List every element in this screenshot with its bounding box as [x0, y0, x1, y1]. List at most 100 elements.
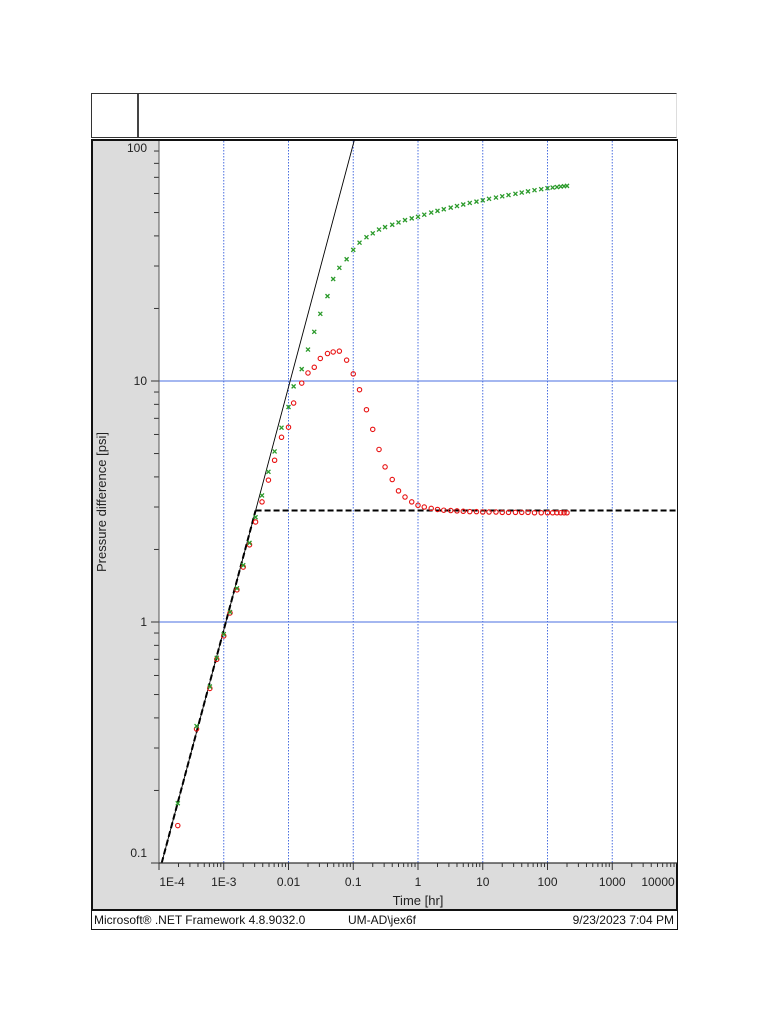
derivative-point: [538, 186, 544, 192]
derivative-point: [396, 219, 401, 225]
derivative-point: [474, 199, 479, 205]
pressure-point: [252, 519, 259, 525]
pressure-point: [454, 508, 460, 514]
derivative-point: [336, 265, 342, 271]
derivative-point: [259, 493, 265, 498]
derivative-point: [370, 230, 376, 236]
pressure-point: [395, 488, 402, 494]
derivative-point: [428, 210, 434, 216]
x-tick-label: 100: [537, 875, 557, 889]
pressure-point: [505, 509, 512, 516]
pressure-point: [428, 505, 434, 512]
pressure-point: [402, 494, 408, 500]
pressure-point: [369, 426, 376, 433]
y-tick-label: 0.1: [130, 846, 147, 860]
derivative-point: [325, 293, 330, 299]
derivative-point: [389, 222, 395, 228]
derivative-point: [305, 347, 311, 353]
pressure-point: [447, 507, 454, 514]
pressure-point: [473, 508, 480, 515]
pressure-point: [259, 499, 265, 505]
derivative-point: [317, 311, 323, 317]
derivative-point: [564, 183, 570, 189]
pressure-point: [564, 510, 570, 516]
derivative-series: [175, 183, 570, 806]
derivative-point: [454, 203, 460, 209]
derivative-point: [175, 800, 181, 806]
report-header: [91, 93, 677, 138]
x-tick-label: 10: [476, 875, 490, 889]
derivative-point: [409, 215, 415, 221]
derivative-point: [441, 206, 447, 212]
y-tick-label: 1: [140, 615, 147, 629]
derivative-point: [467, 200, 473, 206]
derivative-point: [486, 196, 492, 202]
pressure-point: [350, 371, 356, 377]
derivative-point: [376, 227, 382, 233]
derivative-point: [286, 404, 291, 410]
y-axis-title: Pressure difference [psi]: [94, 432, 109, 572]
pressure-point: [518, 509, 525, 516]
x-axis-title: Time [hr]: [393, 893, 444, 908]
y-tick-label: 100: [127, 141, 147, 155]
grid-lines: [159, 141, 677, 863]
pressure-point: [415, 502, 421, 509]
x-tick-label: 1: [415, 875, 422, 889]
user-name: UM-AD\jex6f: [348, 913, 417, 927]
derivative-point: [460, 202, 466, 207]
pressure-point: [271, 457, 278, 463]
derivative-point: [227, 609, 233, 615]
framework-version: Microsoft® .NET Framework 4.8.9032.0: [94, 913, 306, 927]
derivative-point: [272, 449, 278, 454]
derivative-point: [311, 329, 317, 335]
pressure-point: [290, 400, 297, 406]
derivative-point: [207, 684, 213, 689]
pressure-point: [434, 506, 441, 513]
derivative-point: [253, 514, 259, 520]
pressure-point: [343, 357, 350, 363]
derivative-point: [234, 585, 240, 591]
x-tick-label: 1E-3: [211, 875, 237, 889]
pressure-point: [441, 507, 447, 513]
derivative-point: [194, 723, 200, 729]
pressure-point: [408, 499, 415, 505]
y-tick-label: 10: [134, 374, 148, 388]
derivative-point: [344, 256, 350, 262]
pressure-point: [285, 424, 292, 430]
pressure-point: [421, 504, 428, 510]
pressure-point: [467, 508, 473, 515]
pressure-point: [486, 509, 492, 515]
pressure-point: [227, 610, 233, 616]
derivative-point: [247, 540, 252, 546]
pressure-point: [557, 510, 564, 516]
derivative-point: [415, 214, 421, 220]
derivative-point: [221, 631, 227, 637]
derivative-point: [214, 655, 220, 661]
x-tick-label: 1000: [599, 875, 626, 889]
derivative-point: [357, 240, 362, 246]
pressure-point: [175, 822, 181, 829]
derivative-point: [382, 224, 388, 230]
pressure-point: [512, 509, 519, 516]
pressure-point: [389, 476, 395, 483]
pressure-point: [305, 370, 311, 376]
derivative-point: [350, 247, 356, 253]
pressure-point: [376, 446, 382, 453]
derivative-point: [299, 366, 305, 372]
x-tick-label: 0.01: [277, 875, 301, 889]
x-tick-label: 1E-4: [159, 875, 185, 889]
derivative-point: [240, 562, 246, 568]
derivative-point: [493, 195, 499, 201]
derivative-point: [545, 185, 550, 191]
fit-line: [161, 139, 355, 864]
chart-panel: 1E-4 1E-3 0.01 0.1 1 10 100 1000 10000 0.1 1 10 100 …: [91, 139, 678, 911]
pressure-point: [499, 509, 505, 516]
pressure-point: [336, 348, 343, 354]
pressure-point: [278, 434, 285, 441]
pressure-point: [531, 510, 538, 516]
pressure-point: [356, 386, 363, 393]
derivative-point: [402, 217, 408, 223]
derivative-point: [448, 205, 454, 211]
pressure-point: [298, 380, 305, 386]
derivative-point: [435, 208, 440, 214]
